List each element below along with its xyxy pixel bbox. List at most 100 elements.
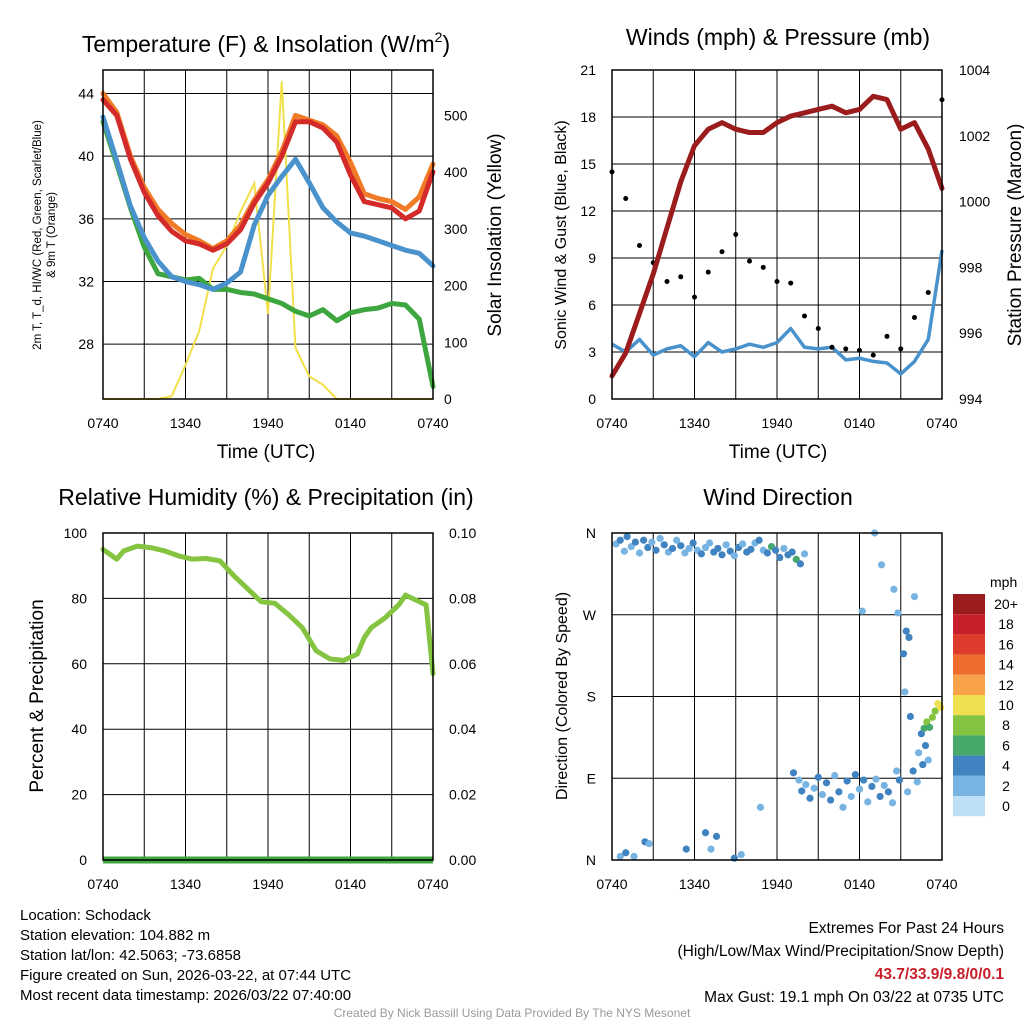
direction-point bbox=[730, 552, 738, 560]
direction-point bbox=[747, 545, 755, 553]
y2-tick-label: 500 bbox=[444, 107, 468, 123]
legend-label: 2 bbox=[1002, 778, 1010, 794]
direction-point bbox=[876, 792, 884, 801]
x-tick-label: 1340 bbox=[679, 876, 710, 892]
direction-point bbox=[718, 551, 726, 559]
pressure-y-label: Station Pressure (Maroon) bbox=[1005, 124, 1024, 347]
direction-point bbox=[648, 538, 656, 546]
direction-point bbox=[904, 788, 912, 796]
gust-point bbox=[637, 242, 642, 248]
station-info: Location: Schodack Station elevation: 10… bbox=[20, 906, 351, 1006]
direction-point bbox=[689, 539, 697, 547]
y-tick-label: 40 bbox=[71, 721, 87, 737]
direction-point bbox=[890, 585, 898, 593]
direction-point bbox=[756, 803, 765, 811]
direction-point bbox=[701, 829, 710, 837]
direction-point bbox=[616, 536, 624, 544]
direction-point bbox=[714, 544, 722, 553]
direction-series bbox=[612, 529, 945, 862]
direction-point bbox=[894, 609, 902, 617]
direction-point bbox=[635, 549, 644, 557]
rh-line bbox=[100, 543, 436, 677]
y2-tick-label: 300 bbox=[444, 221, 468, 237]
direction-point bbox=[895, 776, 903, 784]
direction-point bbox=[902, 627, 910, 635]
direction-point bbox=[630, 852, 638, 860]
humidity-panel: Relative Humidity (%) & Precipitation (i… bbox=[27, 484, 476, 892]
y2-tick-label: 1004 bbox=[959, 62, 990, 78]
station-latlon: Station lat/lon: 42.5063; -73.6858 bbox=[20, 947, 242, 964]
direction-point bbox=[855, 785, 864, 793]
gust-point bbox=[733, 232, 739, 237]
insolation-y-label: Solar Insolation (Yellow) bbox=[485, 133, 506, 336]
temperature-y-label-line2: & 9m T (Orange) bbox=[46, 192, 58, 278]
legend-swatch bbox=[953, 634, 985, 655]
temperature-plot-frame bbox=[102, 69, 434, 400]
gust-point bbox=[760, 264, 766, 270]
direction-point bbox=[847, 792, 855, 801]
direction-point bbox=[707, 845, 715, 853]
x-tick-label: 0140 bbox=[335, 876, 366, 892]
direction-point bbox=[645, 840, 653, 848]
humidity-plot-frame bbox=[102, 532, 434, 861]
direction-point bbox=[858, 607, 866, 615]
legend-label: 4 bbox=[1002, 758, 1010, 774]
station-location: Location: Schodack bbox=[20, 907, 151, 924]
direction-point bbox=[880, 781, 888, 790]
y-tick-label: N bbox=[586, 525, 596, 541]
x-tick-label: 0740 bbox=[417, 876, 448, 892]
direction-point bbox=[818, 791, 826, 799]
direction-point bbox=[616, 852, 624, 860]
legend-label: 18 bbox=[998, 616, 1014, 632]
x-tick-label: 0740 bbox=[596, 415, 627, 431]
x-tick-label: 1340 bbox=[170, 415, 201, 431]
legend-swatch bbox=[953, 654, 985, 675]
x-tick-label: 0740 bbox=[417, 415, 448, 431]
direction-point bbox=[831, 771, 839, 780]
extremes-box: Extremes For Past 24 Hours (High/Low/Max… bbox=[678, 917, 1005, 1009]
direction-point bbox=[909, 767, 917, 775]
direction-point bbox=[913, 778, 921, 786]
legend-label: 8 bbox=[1002, 717, 1010, 733]
y2-tick-label: 1002 bbox=[959, 128, 990, 144]
direction-point bbox=[931, 707, 939, 715]
gust-point bbox=[898, 346, 904, 352]
wind-axes: 0740 1340 1940 0140 074003691215182199499699… bbox=[580, 62, 990, 431]
humidity-y-label: Percent & Precipitation bbox=[27, 599, 48, 792]
direction-point bbox=[928, 713, 936, 721]
direction-point bbox=[919, 761, 927, 769]
direction-point bbox=[631, 538, 639, 546]
y2-tick-label: 1000 bbox=[959, 194, 990, 210]
y2-tick-label: 996 bbox=[959, 325, 983, 341]
gust-point bbox=[664, 279, 670, 284]
gust-point bbox=[719, 249, 725, 255]
legend-label: 12 bbox=[998, 677, 1014, 693]
y2-tick-label: 0.02 bbox=[449, 787, 476, 803]
humidity-title: Relative Humidity (%) & Precipitation (i… bbox=[58, 484, 473, 510]
direction-point bbox=[888, 799, 897, 807]
gust-point bbox=[815, 326, 821, 331]
y-tick-label: 80 bbox=[71, 590, 87, 606]
y-tick-label: 6 bbox=[588, 297, 596, 313]
direction-point bbox=[924, 756, 932, 764]
direction-point bbox=[682, 845, 690, 853]
direction-point bbox=[772, 546, 780, 554]
direction-point bbox=[822, 779, 831, 787]
temperature-x-label: Time (UTC) bbox=[217, 442, 316, 463]
direction-point bbox=[860, 776, 868, 784]
gust-point bbox=[925, 289, 931, 295]
direction-point bbox=[920, 724, 928, 732]
legend-swatch bbox=[953, 755, 985, 776]
gust-point bbox=[912, 315, 917, 321]
direction-point bbox=[789, 769, 798, 777]
x-tick-label: 0740 bbox=[87, 415, 118, 431]
legend-swatch bbox=[953, 695, 985, 716]
gust-point bbox=[678, 274, 684, 280]
legend-label: 0 bbox=[1002, 798, 1010, 814]
wind-series bbox=[609, 93, 945, 379]
direction-point bbox=[722, 541, 730, 549]
gust-point bbox=[884, 333, 890, 339]
legend-swatch bbox=[953, 674, 985, 695]
